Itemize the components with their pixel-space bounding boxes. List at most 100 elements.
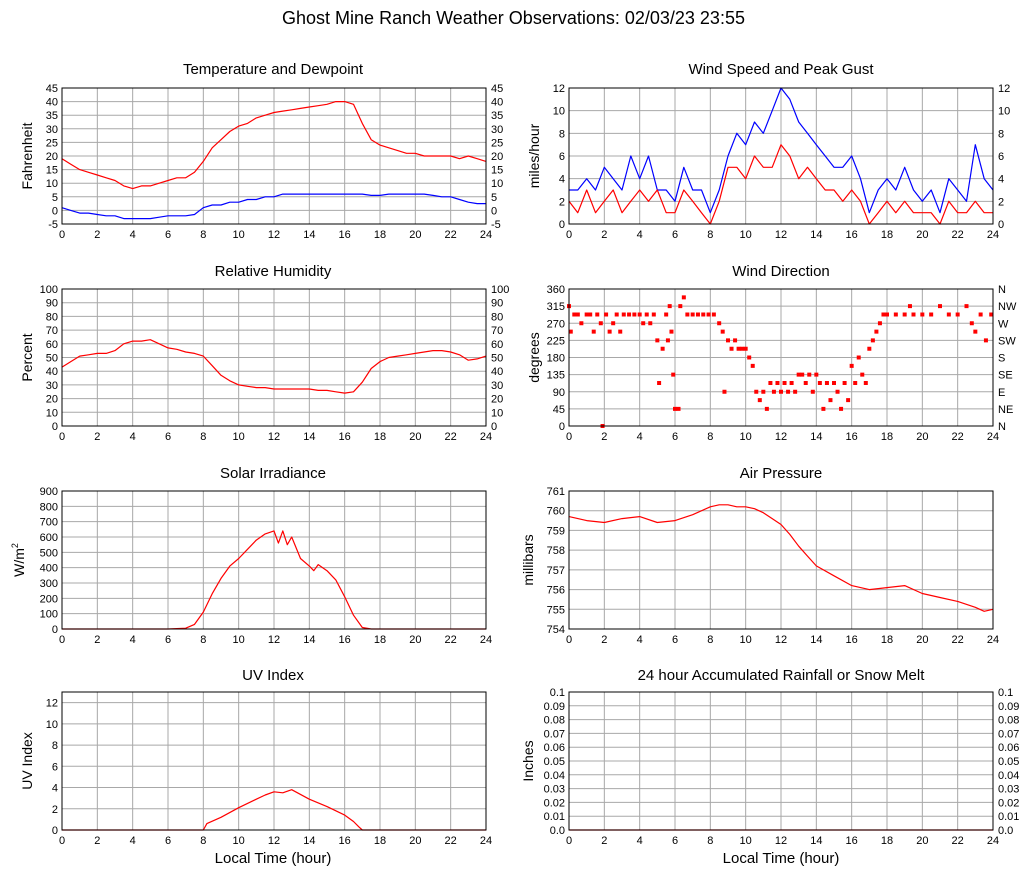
winddir-right-tick-label: N	[998, 421, 1006, 433]
winddir-data-point	[828, 398, 833, 403]
winddir-data-point	[671, 372, 676, 377]
rain-y-tick-label: 0.09	[544, 701, 565, 713]
humidity-right-tick-label: 70	[491, 325, 503, 337]
uv-x-tick-label: 10	[233, 835, 245, 847]
temp-plot-frame	[61, 87, 487, 225]
winddir-data-point	[793, 389, 798, 394]
humidity-right-tick-label: 40	[491, 366, 503, 378]
winddir-data-point	[632, 312, 637, 317]
wind-x-tick-label: 4	[637, 229, 643, 241]
temp-y-axis-label: Fahrenheit	[19, 122, 35, 189]
solar-x-tick-label: 10	[233, 634, 245, 646]
winddir-data-point	[726, 338, 730, 343]
humidity-series-line-0	[61, 339, 487, 394]
temp-x-tick-label: 10	[233, 229, 245, 241]
winddir-data-point	[989, 312, 994, 317]
temp-x-tick-label: 14	[303, 229, 315, 241]
pressure-x-tick-label: 12	[775, 634, 787, 646]
winddir-data-point	[641, 321, 646, 326]
uv-x-tick-label: 2	[94, 835, 100, 847]
rain-right-tick-label: 0.09	[998, 701, 1019, 713]
winddir-y-tick-label: 270	[547, 318, 565, 330]
winddir-y-axis-label: degrees	[526, 332, 542, 383]
rain-y-axis-label: Inches	[520, 740, 536, 781]
winddir-data-point	[782, 380, 787, 385]
humidity-y-tick-label: 10	[46, 407, 58, 419]
winddir-data-point	[978, 312, 983, 317]
winddir-right-tick-label: NW	[998, 301, 1017, 313]
winddir-right-tick-label: SE	[998, 370, 1013, 382]
winddir-data-point	[955, 312, 960, 317]
solar-plot-frame	[61, 490, 487, 630]
winddir-data-point	[863, 380, 868, 385]
rain-x-tick-label: 18	[881, 835, 893, 847]
winddir-right-tick-label: E	[998, 387, 1005, 399]
humidity-x-tick-label: 14	[303, 431, 315, 443]
humidity-x-tick-label: 0	[59, 431, 65, 443]
solar-x-tick-label: 14	[303, 634, 315, 646]
uv-x-tick-label: 0	[59, 835, 65, 847]
humidity-x-tick-label: 10	[233, 431, 245, 443]
pressure-series-line-0	[568, 504, 994, 612]
solar-y-tick-label: 700	[40, 517, 58, 529]
winddir-data-point	[729, 346, 734, 351]
winddir-data-point	[870, 338, 875, 343]
winddir-y-tick-label: 45	[553, 404, 565, 416]
rain-x-tick-label: 2	[601, 835, 607, 847]
pressure-plot-frame	[568, 490, 994, 630]
humidity-right-tick-label: 10	[491, 407, 503, 419]
pressure-y-tick-label: 756	[547, 585, 565, 597]
humidity-right-tick-label: 60	[491, 339, 503, 351]
winddir-data-point	[740, 346, 745, 351]
solar-x-tick-label: 16	[339, 634, 351, 646]
humidity-right-tick-label: 100	[491, 284, 509, 296]
wind-x-tick-label: 2	[601, 229, 607, 241]
winddir-data-point	[598, 321, 603, 326]
rain-x-tick-label: 10	[740, 835, 752, 847]
temp-right-tick-label: 30	[491, 124, 503, 136]
winddir-data-point	[860, 372, 865, 377]
temp-x-tick-label: 12	[268, 229, 280, 241]
rain-right-tick-label: 0.0	[998, 825, 1013, 837]
temp-y-tick-label: 5	[52, 192, 58, 204]
rain-right-tick-label: 0.03	[998, 784, 1019, 796]
winddir-data-point	[660, 346, 665, 351]
winddir-data-point	[701, 312, 706, 317]
winddir-data-point	[754, 389, 759, 394]
winddir-data-point	[920, 312, 925, 317]
winddir-x-tick-label: 4	[637, 431, 643, 443]
temp-right-tick-label: 35	[491, 110, 503, 122]
solar-y-tick-label: 100	[40, 609, 58, 621]
wind-x-tick-label: 16	[846, 229, 858, 241]
wind-x-tick-label: 24	[987, 229, 999, 241]
temp-y-tick-label: 25	[46, 137, 58, 149]
humidity-x-tick-label: 20	[409, 431, 421, 443]
rain-right-tick-label: 0.01	[998, 811, 1019, 823]
winddir-data-point	[757, 398, 762, 403]
uv-x-tick-label: 6	[165, 835, 171, 847]
winddir-right-tick-label: SW	[998, 335, 1016, 347]
winddir-data-point	[627, 312, 632, 317]
wind-x-tick-label: 8	[707, 229, 713, 241]
winddir-data-point	[764, 406, 769, 411]
winddir-data-point	[607, 329, 612, 334]
winddir-data-point	[678, 304, 683, 309]
winddir-data-point	[665, 338, 670, 343]
winddir-data-point	[733, 338, 738, 343]
winddir-data-point	[736, 346, 741, 351]
humidity-x-tick-label: 24	[480, 431, 492, 443]
winddir-plot-frame	[568, 288, 994, 427]
winddir-x-tick-label: 6	[672, 431, 678, 443]
humidity-y-tick-label: 90	[46, 298, 58, 310]
solar-y-tick-label: 0	[52, 624, 58, 636]
winddir-y-tick-label: 135	[547, 370, 565, 382]
pressure-x-tick-label: 14	[810, 634, 822, 646]
temp-right-tick-label: 5	[491, 192, 497, 204]
winddir-y-tick-label: 315	[547, 301, 565, 313]
humidity-y-axis-label: Percent	[19, 333, 35, 381]
wind-y-tick-label: 4	[559, 174, 565, 186]
winddir-data-point	[579, 321, 584, 326]
winddir-data-point	[644, 312, 649, 317]
wind-y-axis-label: miles/hour	[526, 123, 542, 188]
humidity-chart-title: Relative Humidity	[214, 263, 332, 280]
